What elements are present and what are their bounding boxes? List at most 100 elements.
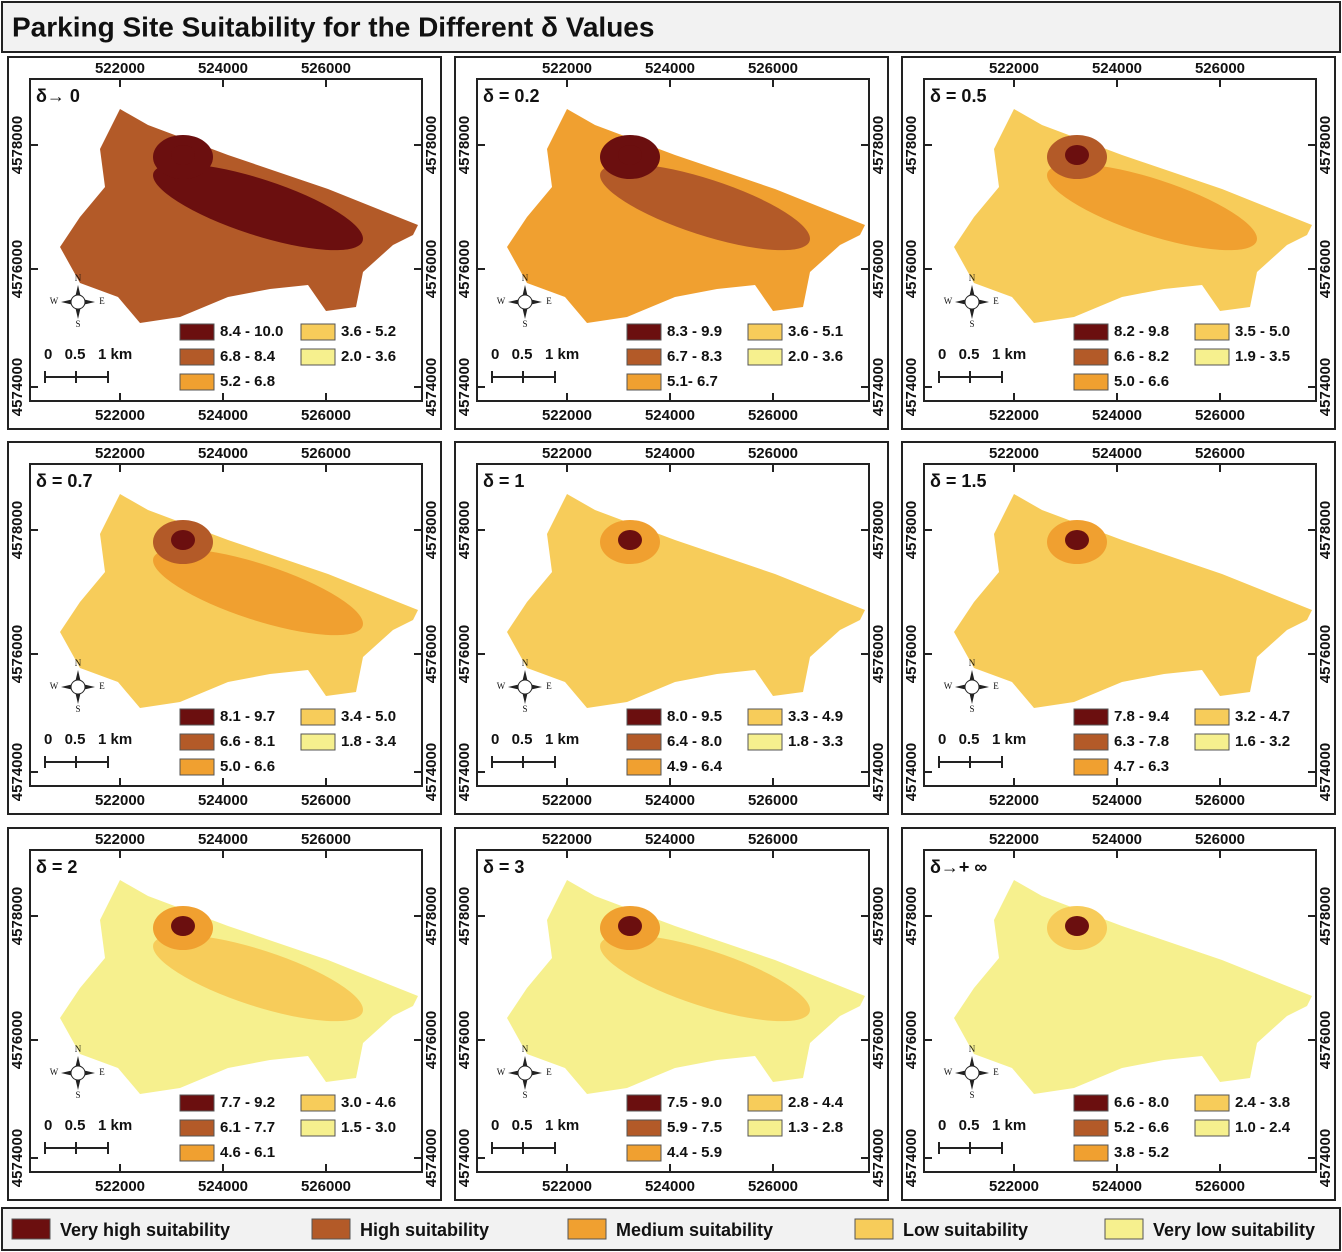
compass-label: E [99, 1067, 105, 1077]
legend-range: 5.0 - 6.6 [220, 758, 275, 775]
legend-swatch [1074, 324, 1108, 340]
legend-range: 4.7 - 6.3 [1114, 758, 1169, 775]
map-panel: δ = 0.5522000522000524000524000526000526… [902, 57, 1335, 429]
y-tick-label: 4574000 [9, 743, 26, 801]
legend-swatch [301, 734, 335, 750]
legend-swatch [1195, 709, 1229, 725]
scale-label: 0.5 [512, 731, 533, 748]
y-tick-label: 4576000 [9, 240, 26, 298]
x-tick-label: 524000 [645, 445, 695, 462]
scale-label: 1 km [98, 1117, 132, 1134]
y-tick-label: 4574000 [9, 1129, 26, 1187]
compass-label: W [944, 681, 953, 691]
compass-label: N [969, 273, 976, 283]
legend-swatch [627, 1120, 661, 1136]
x-tick-label: 526000 [1195, 60, 1245, 77]
y-tick-label: 4578000 [423, 116, 440, 174]
x-tick-label: 524000 [645, 1178, 695, 1195]
x-tick-label: 522000 [542, 407, 592, 424]
x-tick-label: 522000 [542, 831, 592, 848]
legend-label: Very low suitability [1153, 1220, 1315, 1240]
legend-range: 7.8 - 9.4 [1114, 708, 1170, 725]
legend-swatch [748, 1095, 782, 1111]
scale-label: 0 [491, 1117, 499, 1134]
map-panel: δ = 0.7522000522000524000524000526000526… [8, 442, 441, 814]
scale-label: 1 km [992, 731, 1026, 748]
map-panel: δ = 352200052200052400052400052600052600… [455, 828, 888, 1200]
zone [1065, 530, 1089, 550]
legend-range: 6.6 - 8.1 [220, 733, 275, 750]
x-tick-label: 524000 [1092, 1178, 1142, 1195]
scale-label: 0.5 [512, 1117, 533, 1134]
figure: Parking Site Suitability for the Differe… [0, 0, 1342, 1252]
x-tick-label: 526000 [748, 60, 798, 77]
x-tick-label: 522000 [95, 792, 145, 809]
legend-swatch [301, 1120, 335, 1136]
legend-swatch [1105, 1219, 1143, 1239]
map-panel: δ = 152200052200052400052400052600052600… [455, 442, 888, 814]
compass-label: E [99, 296, 105, 306]
scale-label: 0.5 [65, 731, 86, 748]
legend-range: 3.6 - 5.1 [788, 323, 843, 340]
y-tick-label: 4578000 [870, 501, 887, 559]
x-tick-label: 526000 [301, 407, 351, 424]
legend-range: 6.8 - 8.4 [220, 348, 276, 365]
legend-range: 1.9 - 3.5 [1235, 348, 1290, 365]
legend-swatch [855, 1219, 893, 1239]
x-tick-label: 526000 [748, 407, 798, 424]
y-tick-label: 4576000 [456, 240, 473, 298]
legend-swatch [1195, 324, 1229, 340]
legend-swatch [1074, 349, 1108, 365]
x-tick-label: 526000 [1195, 407, 1245, 424]
y-tick-label: 4576000 [1317, 625, 1334, 683]
legend-label: Medium suitability [616, 1220, 773, 1240]
legend-swatch [627, 349, 661, 365]
legend-swatch [1074, 709, 1108, 725]
compass-label: W [944, 1067, 953, 1077]
map-panel: δ = 1.5522000522000524000524000526000526… [902, 442, 1335, 814]
legend-range: 4.6 - 6.1 [220, 1144, 275, 1161]
compass-label: N [969, 658, 976, 668]
scale-label: 1 km [545, 1117, 579, 1134]
y-tick-label: 4576000 [423, 1011, 440, 1069]
legend-range: 8.0 - 9.5 [667, 708, 722, 725]
legend-range: 8.4 - 10.0 [220, 323, 283, 340]
x-tick-label: 522000 [95, 60, 145, 77]
y-tick-label: 4574000 [870, 358, 887, 416]
y-tick-label: 4574000 [1317, 1129, 1334, 1187]
legend-swatch [180, 324, 214, 340]
compass-label: W [497, 296, 506, 306]
legend-swatch [627, 759, 661, 775]
legend-swatch [1074, 734, 1108, 750]
legend-range: 3.3 - 4.9 [788, 708, 843, 725]
legend-swatch [748, 734, 782, 750]
legend-swatch [627, 1145, 661, 1161]
legend-range: 5.2 - 6.8 [220, 373, 275, 390]
legend-swatch [748, 1120, 782, 1136]
y-tick-label: 4574000 [456, 1129, 473, 1187]
compass [965, 680, 979, 694]
y-tick-label: 4578000 [903, 116, 920, 174]
legend-range: 2.8 - 4.4 [788, 1094, 844, 1111]
y-tick-label: 4576000 [1317, 240, 1334, 298]
x-tick-label: 524000 [198, 1178, 248, 1195]
map-panel: δ = 0.2522000522000524000524000526000526… [455, 57, 888, 429]
y-tick-label: 4578000 [903, 887, 920, 945]
panel-label: δ = 1 [483, 471, 524, 491]
legend-swatch [180, 1095, 214, 1111]
y-tick-label: 4574000 [870, 1129, 887, 1187]
legend-range: 6.7 - 8.3 [667, 348, 722, 365]
compass-label: E [993, 681, 999, 691]
zone [1065, 145, 1089, 165]
x-tick-label: 524000 [645, 792, 695, 809]
y-tick-label: 4576000 [456, 1011, 473, 1069]
x-tick-label: 522000 [989, 831, 1039, 848]
legend-swatch [627, 324, 661, 340]
x-tick-label: 524000 [198, 792, 248, 809]
legend-range: 1.8 - 3.3 [788, 733, 843, 750]
compass-label: W [944, 296, 953, 306]
legend-swatch [1074, 759, 1108, 775]
panel-label: δ = 0.5 [930, 86, 986, 106]
x-tick-label: 526000 [1195, 445, 1245, 462]
y-tick-label: 4576000 [903, 240, 920, 298]
